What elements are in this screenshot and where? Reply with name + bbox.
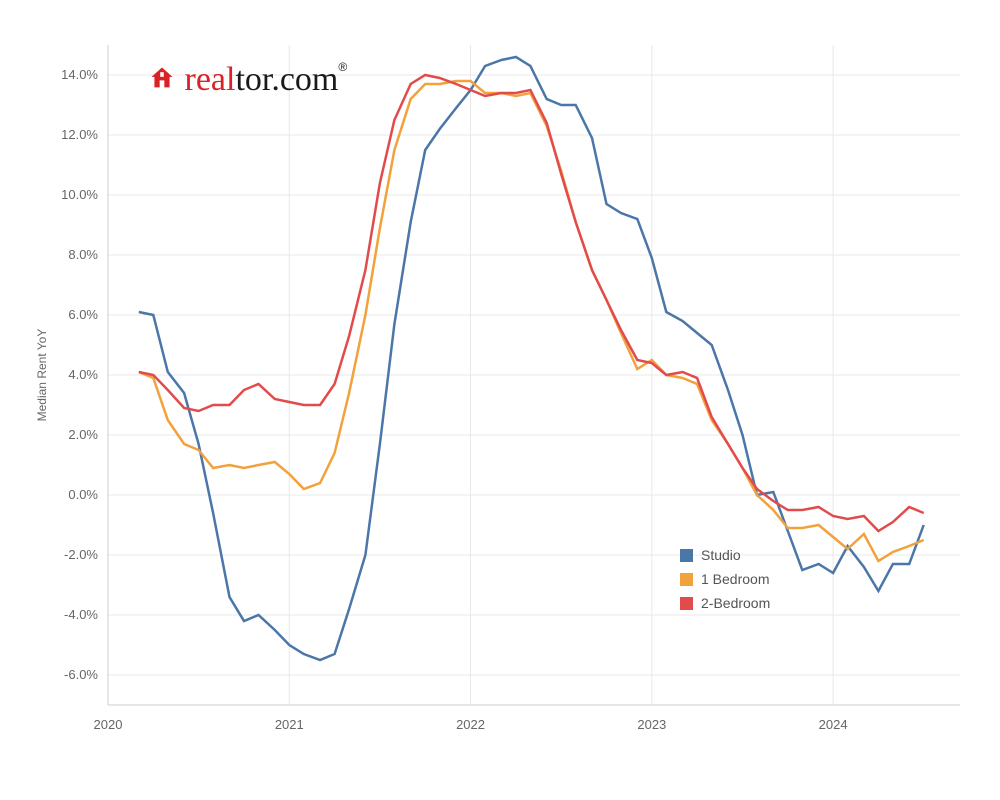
- realtor-logo: realtor.com®: [148, 60, 347, 99]
- x-tick-label: 2024: [819, 717, 848, 732]
- y-tick-label: 14.0%: [61, 67, 98, 82]
- y-tick-label: -4.0%: [64, 607, 98, 622]
- legend-label: 2-Bedroom: [701, 595, 770, 611]
- y-tick-label: 12.0%: [61, 127, 98, 142]
- x-tick-label: 2022: [456, 717, 485, 732]
- y-tick-label: -6.0%: [64, 667, 98, 682]
- series-line-2-bedroom: [139, 75, 924, 531]
- y-tick-label: 4.0%: [68, 367, 98, 382]
- logo-text-torcom: tor.com: [235, 61, 338, 98]
- y-tick-label: -2.0%: [64, 547, 98, 562]
- logo-text-real: real: [176, 61, 235, 98]
- x-tick-label: 2020: [94, 717, 123, 732]
- series-line-1-bedroom: [139, 81, 924, 561]
- y-axis-title: Median Rent YoY: [35, 329, 49, 422]
- logo-registered-mark: ®: [338, 60, 347, 74]
- logo-house-icon: [148, 60, 176, 98]
- x-tick-label: 2023: [637, 717, 666, 732]
- rent-yoy-chart: -6.0% -4.0% -2.0% 0.0% 2.0% 4.0% 6.0% 8.0% 10.0%…: [0, 0, 1000, 800]
- y-tick-label: 6.0%: [68, 307, 98, 322]
- legend-label: Studio: [701, 547, 741, 563]
- y-tick-label: 2.0%: [68, 427, 98, 442]
- legend-swatch: [680, 597, 693, 610]
- legend-label: 1 Bedroom: [701, 571, 769, 587]
- series-line-studio: [139, 57, 924, 660]
- legend-swatch: [680, 549, 693, 562]
- x-tick-label: 2021: [275, 717, 304, 732]
- y-tick-label: 10.0%: [61, 187, 98, 202]
- legend-swatch: [680, 573, 693, 586]
- y-tick-label: 0.0%: [68, 487, 98, 502]
- y-tick-label: 8.0%: [68, 247, 98, 262]
